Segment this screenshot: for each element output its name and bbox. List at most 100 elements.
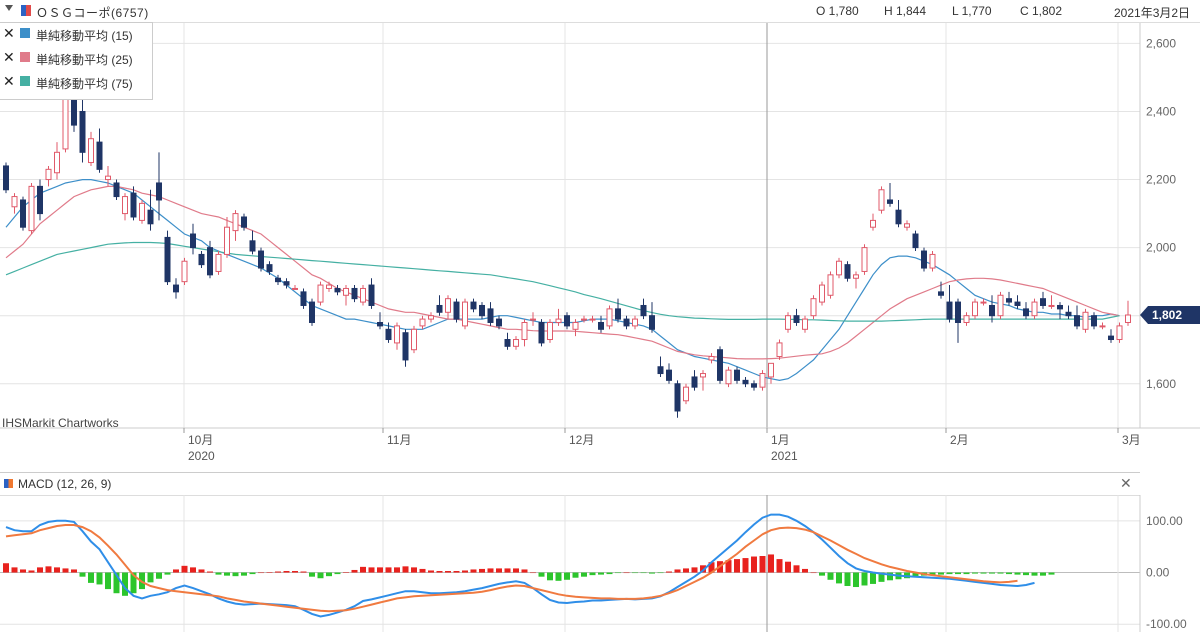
candle bbox=[938, 281, 944, 299]
candle bbox=[377, 312, 383, 330]
candle bbox=[844, 261, 851, 282]
candle-body bbox=[3, 165, 9, 191]
candle-body bbox=[683, 386, 689, 402]
remove-icon[interactable]: ✕ bbox=[3, 49, 15, 65]
histogram-bar bbox=[861, 572, 868, 586]
macd-y-tick-label: 100.00 bbox=[1146, 514, 1183, 528]
candle-body bbox=[88, 138, 94, 164]
candle-body bbox=[190, 233, 196, 249]
legend-item-sma15: ✕ 単純移動平均 (15) bbox=[0, 23, 152, 47]
candle bbox=[343, 285, 349, 306]
histogram-bar bbox=[445, 570, 451, 573]
histogram-bar bbox=[1006, 572, 1012, 575]
remove-icon[interactable]: ✕ bbox=[3, 73, 15, 89]
candle-body bbox=[700, 373, 706, 378]
histogram-bar bbox=[785, 561, 791, 573]
macd-chart[interactable]: 100.00 0.00 -100.00 bbox=[0, 495, 1200, 632]
candle-body bbox=[912, 233, 919, 249]
price-chart[interactable]: 2,6002,4002,2002,0001,8001,60010月202011月… bbox=[0, 0, 1200, 472]
histogram-bar bbox=[368, 567, 375, 573]
candle bbox=[96, 128, 103, 173]
histogram-bar bbox=[419, 568, 426, 573]
candle-body bbox=[963, 315, 970, 323]
candle bbox=[649, 302, 655, 333]
high-value: H 1,844 bbox=[884, 4, 927, 18]
histogram-bar bbox=[606, 572, 613, 575]
candle-body bbox=[878, 189, 885, 211]
histogram-bar bbox=[11, 567, 18, 573]
candle bbox=[198, 251, 205, 269]
candle-body bbox=[1057, 304, 1063, 310]
candle bbox=[589, 315, 596, 323]
histogram-bar bbox=[79, 572, 86, 577]
candle-body bbox=[1023, 308, 1029, 317]
histogram-bar bbox=[632, 572, 638, 574]
watermark: IHSMarkit Chartworks bbox=[2, 416, 119, 430]
candle-body bbox=[1116, 325, 1123, 341]
candle-body bbox=[929, 253, 936, 269]
candle bbox=[997, 291, 1004, 320]
histogram-bar bbox=[96, 572, 103, 585]
candle bbox=[479, 302, 485, 320]
candle bbox=[156, 152, 162, 221]
histogram-bar bbox=[581, 572, 587, 577]
candle-body bbox=[972, 301, 978, 317]
candle bbox=[79, 91, 86, 163]
histogram-bar bbox=[887, 572, 893, 581]
candle bbox=[912, 230, 919, 252]
candle-body bbox=[657, 366, 664, 375]
candle-body bbox=[759, 373, 766, 388]
candle-body bbox=[317, 284, 324, 303]
x-tick-label: 10月 bbox=[188, 433, 213, 447]
candle bbox=[181, 257, 188, 286]
histogram-bar bbox=[147, 572, 154, 583]
candle bbox=[878, 186, 885, 214]
histogram-bar bbox=[776, 559, 783, 573]
histogram-bar bbox=[453, 570, 460, 573]
candle bbox=[453, 298, 460, 323]
histogram-bar bbox=[844, 572, 851, 586]
histogram-bar bbox=[555, 572, 562, 581]
histogram-bar bbox=[241, 572, 247, 576]
chart-header: ＯＳＧコーポ(6757) O 1,780 H 1,844 L 1,770 C 1… bbox=[0, 0, 1200, 23]
candle bbox=[3, 162, 9, 194]
histogram-bar bbox=[912, 572, 919, 577]
candle bbox=[980, 298, 987, 306]
candle bbox=[164, 230, 171, 286]
candle-body bbox=[496, 318, 502, 327]
histogram-bar bbox=[436, 570, 443, 573]
histogram-bar bbox=[292, 570, 298, 573]
histogram-bar bbox=[122, 572, 128, 596]
candle bbox=[402, 329, 409, 367]
histogram-bar bbox=[224, 572, 230, 576]
candle bbox=[1099, 322, 1106, 330]
candle-body bbox=[462, 301, 468, 327]
histogram-bar bbox=[283, 570, 290, 573]
y-tick-label: 2,200 bbox=[1146, 173, 1176, 187]
candle-body bbox=[419, 318, 426, 327]
candle-body bbox=[334, 287, 341, 293]
candle-body bbox=[921, 250, 927, 269]
candle bbox=[802, 315, 808, 333]
candle-body bbox=[666, 369, 672, 381]
candle bbox=[470, 298, 477, 313]
close-icon[interactable]: ✕ bbox=[1120, 475, 1132, 491]
candle-body bbox=[11, 196, 18, 208]
remove-icon[interactable]: ✕ bbox=[3, 25, 15, 41]
histogram-bar bbox=[45, 566, 52, 573]
candle bbox=[708, 353, 715, 364]
histogram-bar bbox=[1048, 572, 1055, 575]
histogram-bar bbox=[326, 572, 332, 577]
candle bbox=[564, 312, 570, 330]
candle-body bbox=[207, 247, 213, 276]
candle-body bbox=[139, 202, 145, 221]
candle bbox=[734, 366, 740, 384]
candle bbox=[691, 370, 698, 391]
candle bbox=[819, 281, 825, 306]
candle bbox=[147, 189, 154, 231]
candle-body bbox=[198, 253, 205, 266]
histogram-bar bbox=[1023, 572, 1029, 576]
candle-body bbox=[1040, 298, 1046, 306]
collapse-caret-icon[interactable] bbox=[5, 5, 13, 11]
candle-body bbox=[351, 287, 358, 300]
